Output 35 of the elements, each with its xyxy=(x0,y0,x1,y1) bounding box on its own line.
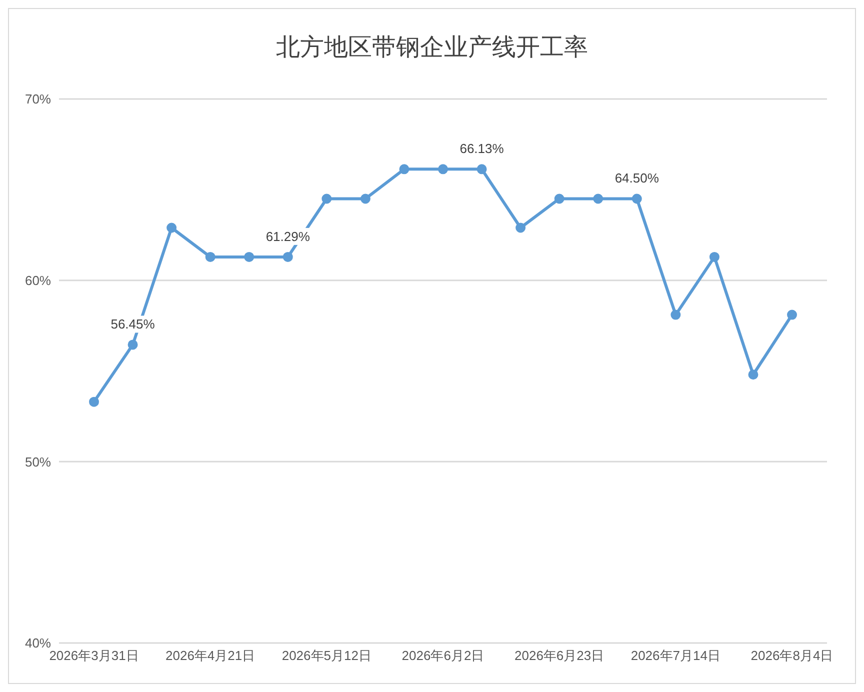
y-tick-label: 40% xyxy=(24,636,52,651)
point xyxy=(670,310,681,320)
chart-title: 北方地区带钢企业产线开工率 xyxy=(275,32,589,63)
point xyxy=(787,310,797,320)
point xyxy=(244,252,254,262)
data-label: 56.45% xyxy=(110,316,156,332)
y-tick-label: 60% xyxy=(24,272,52,288)
point xyxy=(554,194,564,204)
point xyxy=(748,370,758,380)
data-label: 61.29% xyxy=(266,228,310,244)
data-label: 64.50% xyxy=(614,170,660,186)
point xyxy=(89,396,99,407)
point xyxy=(399,164,410,174)
point xyxy=(128,340,138,350)
point xyxy=(282,252,293,262)
x-tick-label: 2026年7月14日 xyxy=(630,648,720,664)
x-tick-label: 2026年5月12日 xyxy=(282,648,372,664)
x-tick-label: 2026年6月2日 xyxy=(402,648,484,664)
point xyxy=(632,194,642,204)
x-tick-label: 2026年6月23日 xyxy=(514,648,604,664)
point xyxy=(476,164,487,174)
x-tick-label: 2026年8月4日 xyxy=(750,648,834,664)
point xyxy=(516,222,526,233)
point xyxy=(593,194,604,204)
point xyxy=(360,194,370,204)
x-tick-label: 2026年4月21日 xyxy=(166,648,256,664)
y-tick-label: 70% xyxy=(24,92,52,107)
point xyxy=(709,252,720,262)
point xyxy=(205,252,216,262)
point xyxy=(438,164,448,174)
data-label: 66.13% xyxy=(460,141,504,156)
y-tick-label: 50% xyxy=(24,454,52,470)
x-tick-label: 2026年3月31日 xyxy=(49,648,139,664)
point xyxy=(322,194,332,204)
point xyxy=(166,222,177,233)
